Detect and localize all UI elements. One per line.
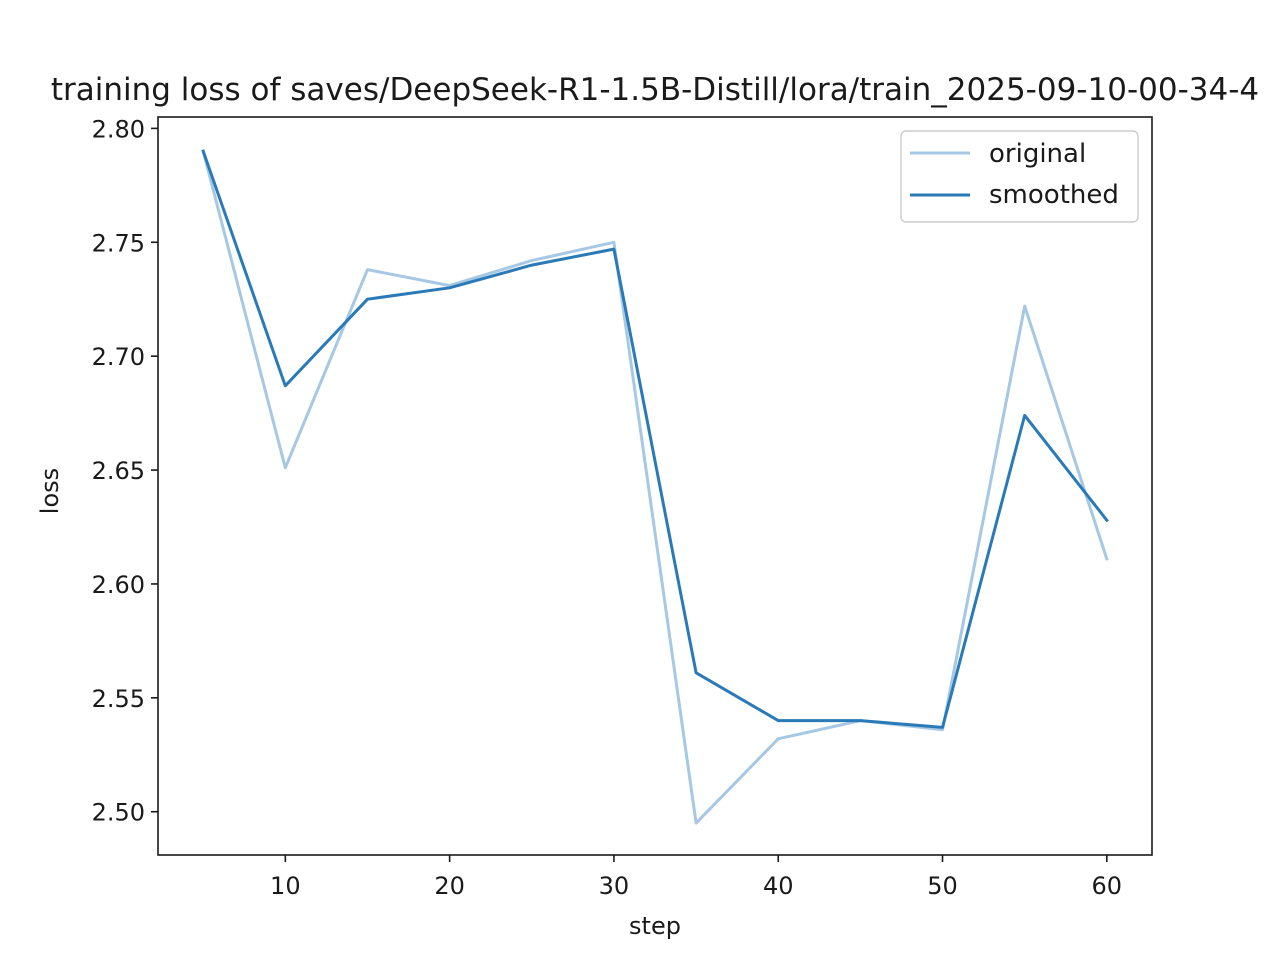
data-point-smoothed [202, 150, 205, 153]
legend-label-original: original [989, 139, 1086, 169]
data-point-smoothed [777, 719, 780, 722]
data-point-smoothed [859, 719, 862, 722]
series-line-smoothed [201, 149, 1109, 729]
y-axis-label: loss [36, 468, 64, 514]
plot-frame [157, 116, 1153, 856]
data-point-original [777, 737, 780, 740]
data-point-smoothed [366, 298, 369, 301]
x-axis: 10 20 30 40 50 60 [270, 855, 1122, 900]
x-tick-label: 20 [434, 872, 465, 900]
y-tick-label: 2.70 [92, 343, 145, 371]
data-point-smoothed [284, 384, 287, 387]
data-point-smoothed [448, 286, 451, 289]
chart-title: training loss of saves/DeepSeek-R1-1.5B-… [51, 72, 1259, 108]
y-tick-label: 2.55 [92, 685, 145, 713]
y-tick-label: 2.75 [92, 229, 145, 257]
y-axis: 2.50 2.55 2.60 2.65 2.70 2.75 2.80 [92, 115, 158, 827]
data-point-original [1105, 557, 1108, 560]
x-tick-label: 30 [599, 872, 630, 900]
x-tick-label: 40 [763, 872, 794, 900]
x-tick-label: 60 [1092, 872, 1123, 900]
x-axis-label: step [629, 912, 681, 940]
x-tick-label: 10 [270, 872, 301, 900]
series-line-original [201, 149, 1109, 825]
y-tick-label: 2.50 [92, 799, 145, 827]
data-point-smoothed [530, 264, 533, 267]
y-tick-label: 2.60 [92, 571, 145, 599]
data-point-original [284, 466, 287, 469]
data-point-original [366, 268, 369, 271]
data-point-smoothed [695, 671, 698, 674]
data-point-smoothed [612, 248, 615, 251]
data-point-smoothed [1023, 414, 1026, 417]
y-tick-label: 2.65 [92, 457, 145, 485]
data-point-original [695, 822, 698, 825]
data-point-original [530, 259, 533, 262]
data-point-smoothed [1105, 519, 1108, 522]
data-point-original [612, 241, 615, 244]
data-point-original [1023, 305, 1026, 308]
y-tick-label: 2.80 [92, 115, 145, 143]
legend-label-smoothed: smoothed [989, 180, 1119, 210]
data-point-smoothed [941, 726, 944, 729]
x-tick-label: 50 [927, 872, 958, 900]
legend: original smoothed [900, 130, 1139, 223]
series-layer [201, 149, 1109, 825]
